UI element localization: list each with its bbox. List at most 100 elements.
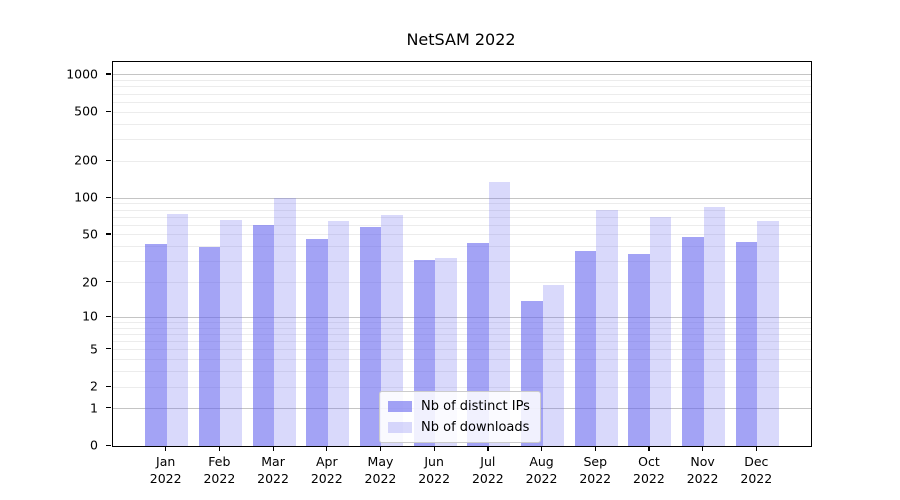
bar-distinct-ips-feb [198, 246, 221, 446]
y-tick-mark [106, 233, 111, 235]
y-tick-label: 1 [90, 400, 98, 416]
x-tick-mark [648, 446, 650, 451]
bar-distinct-ips-sep [574, 250, 597, 446]
y-tick-mark [106, 444, 111, 446]
bar-downloads-jul [488, 182, 511, 446]
gridline-minor [113, 371, 811, 373]
x-tick-mark [218, 446, 221, 451]
gridline-major [113, 197, 811, 199]
legend-item-distinct-ips: Nb of distinct IPs [388, 399, 530, 414]
x-axis: Jan 2022 Feb 2022 Mar 2022 Apr 2022 May 2022 Jun 20… [112, 446, 810, 500]
x-tick-mark [702, 446, 704, 451]
y-tick-label: 2 [90, 378, 98, 394]
bar-distinct-ips-jan [145, 244, 167, 446]
gridline-minor [113, 386, 811, 388]
gridline-minor [113, 203, 811, 205]
x-tick-mark [487, 446, 489, 451]
legend-swatch-downloads [388, 422, 412, 433]
chart-title: NetSAM 2022 [406, 30, 516, 49]
gridline-minor [113, 93, 811, 95]
bar-downloads-nov [703, 206, 726, 446]
gridline-minor [113, 80, 811, 82]
x-tick-mark [755, 446, 757, 451]
gridline-minor [113, 327, 811, 329]
bar-distinct-ips-may [359, 227, 382, 446]
y-tick-mark [106, 407, 111, 409]
gridline-minor [113, 359, 811, 361]
y-tick-mark [106, 348, 111, 350]
gridline-minor [113, 101, 811, 103]
y-tick-mark [106, 315, 111, 317]
x-tick-label-may: May 2022 [364, 454, 397, 486]
bar-distinct-ips-nov [682, 237, 704, 446]
bar-downloads-may [381, 214, 403, 446]
gridline-major [113, 74, 811, 76]
gridline-minor [113, 261, 811, 263]
gridline-minor [113, 209, 811, 211]
bar-downloads-jan [166, 214, 189, 446]
bar-downloads-mar [274, 198, 296, 446]
x-tick-label-dec: Dec 2022 [740, 454, 773, 486]
legend-label-downloads: Nb of downloads [421, 420, 530, 435]
x-tick-mark [541, 446, 543, 451]
bar-downloads-aug [542, 285, 565, 446]
bar-distinct-ips-oct [628, 253, 650, 446]
gridline-minor [113, 349, 811, 351]
gridline-minor [113, 234, 811, 236]
bar-downloads-apr [327, 221, 350, 446]
legend-label-distinct-ips: Nb of distinct IPs [421, 399, 530, 414]
gridline-minor [113, 123, 811, 125]
gridline-minor [113, 282, 811, 283]
gridline-minor [113, 160, 811, 162]
legend: Nb of distinct IPs Nb of downloads [379, 391, 541, 443]
legend-item-downloads: Nb of downloads [388, 420, 530, 435]
x-tick-label-jun: Jun 2022 [418, 454, 451, 486]
x-tick-label-oct: Oct 2022 [633, 454, 665, 486]
gridline-minor [113, 111, 811, 113]
x-tick-mark [433, 446, 435, 451]
bar-distinct-ips-apr [306, 239, 328, 446]
x-tick-label-feb: Feb 2022 [203, 454, 236, 486]
y-tick-mark [106, 159, 111, 161]
bar-distinct-ips-mar [252, 225, 275, 446]
y-tick-label: 10 [82, 308, 98, 324]
bar-downloads-sep [596, 210, 618, 446]
y-tick-label: 200 [74, 152, 98, 168]
legend-swatch-distinct-ips [388, 401, 412, 412]
x-tick-label-apr: Apr 2022 [310, 454, 343, 486]
y-tick-label: 20 [82, 274, 98, 289]
y-tick-label: 1000 [66, 66, 98, 82]
gridline-minor [113, 341, 811, 342]
gridline-minor [113, 246, 811, 248]
x-tick-mark [594, 446, 596, 451]
y-tick-label: 5 [90, 341, 98, 357]
y-tick-mark [106, 281, 111, 283]
gridline-minor [113, 333, 811, 335]
y-tick-label: 0 [90, 437, 98, 453]
gridline-minor [113, 321, 811, 323]
y-axis: 0 1 2 5 10 20 50 100 200 500 1000 [0, 61, 112, 453]
y-tick-label: 50 [82, 226, 98, 242]
y-tick-mark [106, 73, 111, 75]
x-tick-mark [272, 446, 274, 451]
bar-distinct-ips-dec [735, 241, 758, 446]
x-tick-label-nov: Nov 2022 [686, 454, 719, 486]
gridline-major [113, 316, 811, 318]
x-tick-mark [165, 446, 167, 451]
x-tick-mark [326, 446, 328, 451]
gridline-minor [113, 139, 811, 141]
plot-area: Nb of distinct IPs Nb of downloads [112, 61, 812, 447]
y-tick-mark [106, 196, 111, 198]
bar-downloads-feb [220, 220, 242, 446]
bar-downloads-dec [757, 221, 779, 446]
gridline-minor [113, 216, 811, 218]
x-tick-label-jul: Jul 2022 [471, 454, 504, 486]
gridline-minor [113, 86, 811, 88]
y-tick-label: 500 [74, 103, 98, 119]
y-tick-label: 100 [74, 189, 98, 205]
x-tick-label-mar: Mar 2022 [257, 454, 289, 486]
bar-downloads-oct [649, 217, 672, 446]
y-tick-mark [106, 110, 111, 112]
x-tick-label-sep: Sep 2022 [579, 454, 612, 486]
